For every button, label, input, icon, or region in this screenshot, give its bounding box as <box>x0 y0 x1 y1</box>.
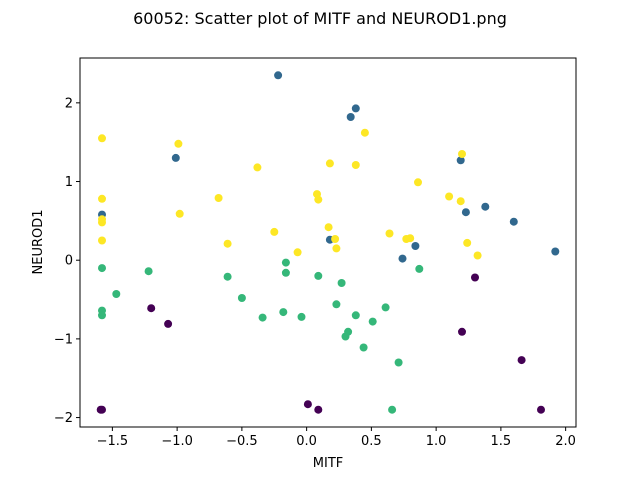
data-point <box>279 308 288 317</box>
data-point <box>388 405 397 414</box>
data-point <box>517 356 526 365</box>
data-point <box>112 290 121 298</box>
data-point <box>144 267 153 276</box>
data-point <box>337 279 346 287</box>
data-point <box>463 238 472 247</box>
data-point <box>324 223 333 232</box>
data-point <box>293 248 302 257</box>
data-point <box>98 134 106 143</box>
data-point <box>98 218 106 227</box>
data-point <box>415 264 424 273</box>
data-point <box>346 113 355 121</box>
data-point <box>174 139 183 148</box>
plot-frame <box>79 57 577 428</box>
y-tick-label: 0 <box>65 254 73 269</box>
data-point <box>458 150 466 158</box>
data-point <box>411 242 420 250</box>
data-point <box>258 313 267 322</box>
y-axis-ticks: −2 −1 0 1 2 <box>54 96 80 426</box>
data-point <box>223 272 232 281</box>
data-point <box>147 304 156 313</box>
data-point <box>164 319 173 328</box>
data-point <box>461 208 470 217</box>
data-point <box>551 247 560 256</box>
data-point <box>214 194 223 202</box>
data-point <box>473 251 482 260</box>
data-point <box>303 400 312 409</box>
data-point <box>385 229 394 238</box>
data-point <box>445 192 454 201</box>
data-point <box>253 163 262 172</box>
data-point <box>314 195 323 204</box>
x-tick-label: 2.0 <box>555 434 576 449</box>
data-point <box>332 300 341 309</box>
data-point <box>314 271 323 280</box>
data-point <box>509 217 518 226</box>
x-tick-label: 0.5 <box>361 434 382 449</box>
data-point <box>537 405 545 414</box>
data-point <box>98 194 106 203</box>
x-tick-label: −1.0 <box>161 434 193 449</box>
data-point <box>456 197 465 206</box>
data-point <box>281 258 290 267</box>
data-point <box>481 202 490 211</box>
x-axis-label: MITF <box>313 456 343 471</box>
chart-title: 60052: Scatter plot of MITF and NEUROD1.… <box>133 9 507 28</box>
data-point <box>359 343 368 352</box>
x-tick-label: 1.0 <box>426 434 447 449</box>
points-layer <box>96 71 560 414</box>
x-tick-label: 0.0 <box>296 434 317 449</box>
data-point <box>344 327 353 336</box>
x-axis-ticks: −1.5 −1.0 −0.5 0.0 0.5 1.0 1.5 2.0 <box>97 427 576 449</box>
data-point <box>274 71 283 80</box>
data-point <box>332 244 341 253</box>
data-point <box>414 178 422 187</box>
data-point <box>458 327 466 336</box>
data-point <box>351 104 360 113</box>
data-point <box>98 236 106 245</box>
data-point <box>98 311 106 320</box>
data-point <box>297 312 306 321</box>
data-point <box>314 405 323 414</box>
data-point <box>281 268 290 277</box>
x-tick-label: 1.5 <box>491 434 512 449</box>
data-point <box>223 239 232 248</box>
y-tick-label: 1 <box>65 175 73 190</box>
data-point <box>175 209 184 218</box>
data-point <box>325 159 334 168</box>
data-point <box>331 235 340 243</box>
data-point <box>98 264 106 273</box>
data-point <box>406 234 415 243</box>
data-point <box>237 294 246 302</box>
data-point <box>456 156 465 165</box>
data-point <box>270 227 279 236</box>
data-point <box>360 128 369 137</box>
y-axis-label: NEUROD1 <box>31 210 46 275</box>
y-tick-label: −2 <box>54 411 73 426</box>
data-point <box>171 153 180 162</box>
data-point <box>351 161 360 169</box>
y-tick-label: −1 <box>54 332 73 347</box>
data-point <box>394 358 403 367</box>
y-tick-label: 2 <box>65 96 73 111</box>
x-tick-label: −0.5 <box>226 434 258 449</box>
data-point <box>398 254 407 263</box>
data-point <box>471 273 479 282</box>
data-point <box>368 317 377 326</box>
data-point <box>98 405 106 414</box>
x-tick-label: −1.5 <box>97 434 129 449</box>
data-point <box>351 311 360 320</box>
data-point <box>381 303 390 312</box>
